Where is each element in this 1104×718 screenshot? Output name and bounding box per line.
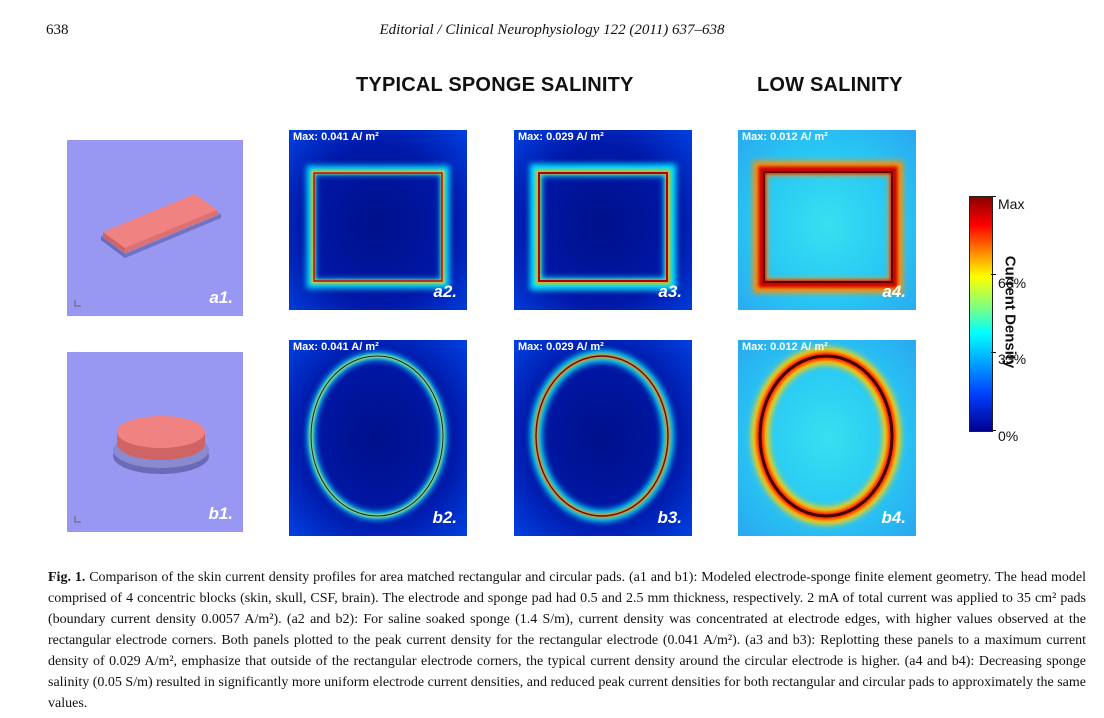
circular-geometry-illustration	[74, 416, 209, 523]
colorbar-label-0: 0%	[998, 428, 1019, 444]
heatmap-b3	[514, 340, 692, 536]
heatmap-a2	[289, 130, 467, 310]
rectangular-geometry-illustration	[74, 194, 221, 307]
colorbar-title: Current Density	[1001, 255, 1019, 369]
colorbar-tick-max	[991, 196, 996, 197]
max-label-a3: Max: 0.029 A/ m²	[518, 131, 604, 143]
colorbar-label-max: Max	[998, 196, 1025, 212]
max-label-a4: Max: 0.012 A/ m²	[742, 131, 828, 143]
panel-label-b4: b4.	[881, 508, 906, 527]
heatmap-a3	[514, 130, 692, 310]
panel-label-a1: a1.	[209, 288, 233, 307]
panel-label-a3: a3.	[658, 282, 682, 301]
max-label-b3: Max: 0.029 A/ m²	[518, 341, 604, 353]
page-number: 638	[46, 22, 69, 38]
heatmap-b2	[289, 340, 467, 536]
max-label-b2: Max: 0.041 A/ m²	[293, 341, 379, 353]
section-title-low: LOW SALINITY	[757, 74, 903, 96]
panel-a2: Max: 0.041 A/ m² a2.	[289, 130, 467, 310]
colorbar	[969, 196, 993, 432]
panel-label-b1: b1.	[208, 504, 233, 523]
panel-label-a2: a2.	[433, 282, 457, 301]
panel-label-b3: b3.	[657, 508, 682, 527]
figure-label: Fig. 1.	[48, 570, 86, 585]
section-title-typical: TYPICAL SPONGE SALINITY	[356, 74, 634, 96]
colorbar-label-66: 66%	[998, 275, 1027, 291]
panel-a3: Max: 0.029 A/ m² a3.	[514, 130, 692, 310]
colorbar-tick-33	[991, 352, 996, 353]
panel-b3: Max: 0.029 A/ m² b3.	[514, 340, 692, 536]
running-head: Editorial / Clinical Neurophysiology 122…	[379, 22, 725, 38]
colorbar-label-33: 33%	[998, 351, 1027, 367]
panel-b2: Max: 0.041 A/ m² b2.	[289, 340, 467, 536]
panel-label-a4: a4.	[882, 282, 906, 301]
max-label-a2: Max: 0.041 A/ m²	[293, 131, 379, 143]
colorbar-tick-0	[991, 430, 996, 431]
panel-b4: Max: 0.012 A/ m² b4.	[738, 340, 916, 536]
caption-text: Comparison of the skin current density p…	[48, 570, 1086, 711]
panel-a4: Max: 0.012 A/ m² a4.	[738, 130, 916, 310]
panel-label-b2: b2.	[432, 508, 457, 527]
figure-caption: Fig. 1. Comparison of the skin current d…	[48, 567, 1086, 714]
panel-a1: a1.	[67, 140, 243, 316]
colorbar-tick-66	[991, 274, 996, 275]
heatmap-a4	[738, 130, 916, 310]
heatmap-b4	[738, 340, 916, 536]
max-label-b4: Max: 0.012 A/ m²	[742, 341, 828, 353]
panel-b1: b1.	[67, 352, 243, 532]
